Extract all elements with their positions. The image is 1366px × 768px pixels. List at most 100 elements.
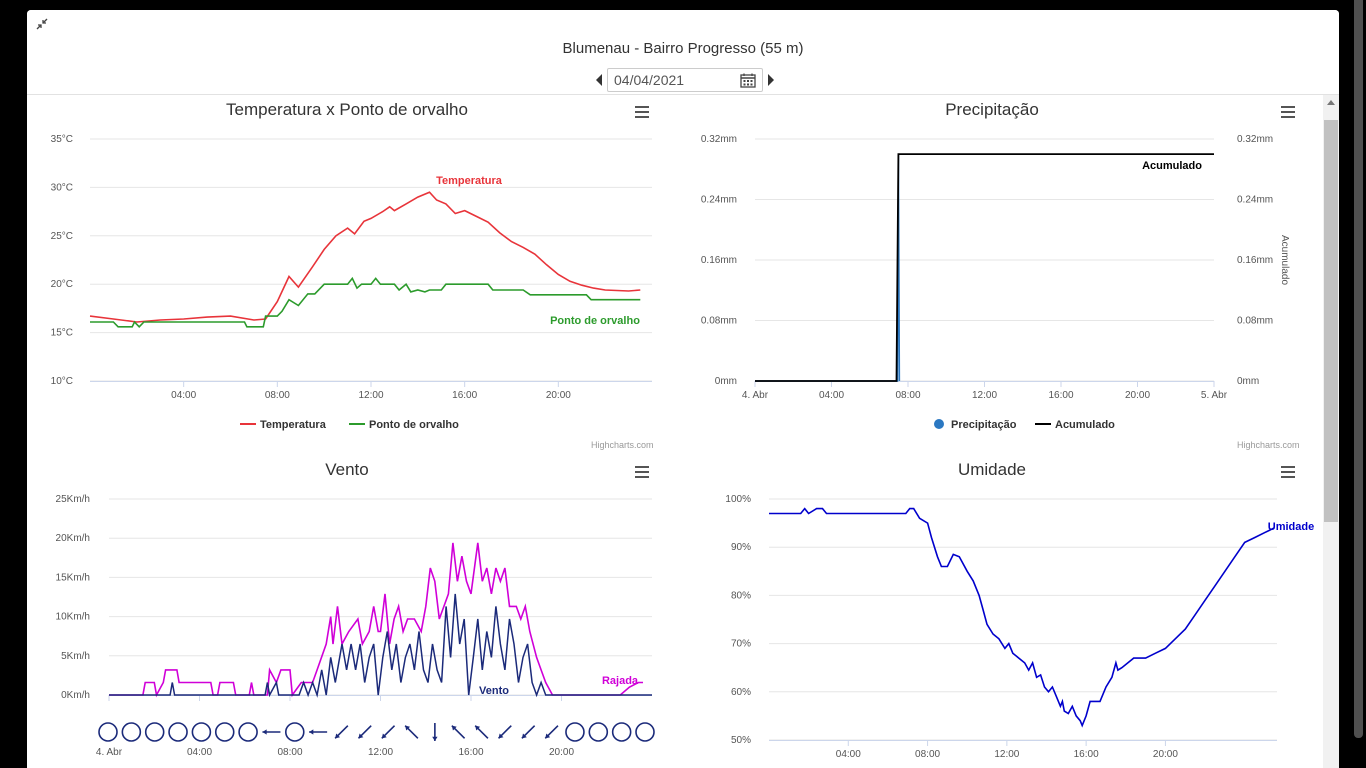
scroll-thumb[interactable]	[1324, 120, 1338, 522]
x-tick-label: 08:00	[915, 749, 940, 760]
charts-area: Temperatura x Ponto de orvalho 10°C 15°C 2…	[27, 95, 1339, 768]
triangle-right-icon[interactable]	[766, 73, 776, 87]
chart-title: Umidade	[957, 460, 1027, 479]
legend-item-accumulated: Acumulado	[1055, 419, 1115, 431]
x-tick-label: 16:00	[1048, 390, 1073, 401]
wind-direction-arrow-icon	[404, 725, 419, 739]
y2-tick-label: 0.24mm	[1237, 195, 1273, 206]
station-modal: Blumenau - Bairro Progresso (55 m) Tempe…	[27, 10, 1339, 768]
x-tick-label: 04:00	[819, 390, 844, 401]
y-tick-label: 20Km/h	[56, 533, 90, 544]
modal-header: Blumenau - Bairro Progresso (55 m)	[27, 10, 1339, 95]
wind-direction-arrow-icon	[521, 725, 536, 739]
wind-direction-arrow-icon	[262, 729, 281, 735]
y-tick-label: 35°C	[51, 134, 73, 145]
y2-tick-label: 0.16mm	[1237, 255, 1273, 266]
arrow-head	[451, 725, 457, 731]
legend-item-dewpoint: Ponto de orvalho	[369, 419, 459, 431]
y-tick-label: 0.24mm	[701, 195, 737, 206]
y-tick-label: 10°C	[51, 376, 73, 387]
series-line-temperature	[89, 191, 641, 323]
x-tick-label: 04:00	[171, 390, 196, 401]
wind-direction-arrow-icon	[334, 725, 349, 739]
temperature-chart: Temperatura x Ponto de orvalho 10°C 15°C 2…	[27, 95, 667, 455]
y-tick-label: 0.16mm	[701, 255, 737, 266]
arrow-head	[381, 733, 387, 739]
wind-direction-arrow-icon	[381, 725, 396, 739]
date-input[interactable]	[607, 68, 763, 92]
y-tick-label: 80%	[731, 590, 751, 601]
wind-direction-arrow-icon	[451, 725, 466, 739]
arrow-head	[521, 733, 527, 739]
series-label-wind: Vento	[479, 685, 509, 697]
wind-calm-marker	[565, 722, 585, 742]
precipitation-chart: Precipitação 0mm 0mm 0.08mm 0.08mm 0.16mm 0.1…	[672, 95, 1312, 455]
humidity-plot: 50% 60% 70% 80% 90% 100% 04:00 08:00 12:00 16:00 2…	[725, 494, 1314, 760]
wind-calm-marker	[121, 722, 142, 742]
y-tick-label: 90%	[731, 542, 751, 553]
y-tick-label: 0Km/h	[61, 690, 90, 701]
wind-direction-arrow-icon	[309, 729, 328, 735]
page-scroll-thumb[interactable]	[1354, 0, 1363, 738]
page-scrollbar[interactable]	[1351, 0, 1366, 768]
hamburger-menu-icon[interactable]	[634, 104, 652, 120]
hamburger-menu-icon[interactable]	[634, 464, 652, 480]
x-tick-label: 16:00	[452, 390, 477, 401]
scrollbar[interactable]	[1323, 95, 1339, 768]
arrow-head	[358, 733, 364, 739]
wind-calm-marker	[635, 722, 655, 742]
y2-tick-label: 0mm	[1237, 376, 1259, 387]
y-tick-label: 25°C	[51, 231, 73, 242]
x-tick-label: 12:00	[972, 390, 997, 401]
wind-calm-marker	[191, 722, 212, 742]
x-tick-label: 4. Abr	[96, 747, 123, 758]
hamburger-menu-icon[interactable]	[1280, 464, 1298, 480]
temperature-plot: 10°C 15°C 20°C 25°C 30°C 35°C 04:00 08:00 12:00 1…	[51, 134, 652, 431]
y-tick-label: 15°C	[51, 328, 73, 339]
legend-symbol-precipitation	[934, 419, 944, 429]
y-tick-label: 15Km/h	[56, 572, 90, 583]
x-tick-label: 4. Abr	[742, 390, 769, 401]
wind-calm-marker	[238, 722, 258, 742]
humidity-chart: Umidade 50% 60% 70% 80% 90% 100% 04:00 08:00 12:…	[672, 455, 1314, 768]
x-tick-label: 08:00	[895, 390, 920, 401]
arrow-head	[262, 729, 267, 735]
y-tick-label: 10Km/h	[56, 612, 90, 623]
chart-title: Vento	[325, 460, 369, 479]
wind-direction-arrow-icon	[474, 725, 489, 739]
credits[interactable]: Highcharts.com	[1237, 440, 1300, 450]
arrow-head	[335, 733, 340, 739]
x-tick-label: 20:00	[1125, 390, 1150, 401]
series-label-accumulated: Acumulado	[1142, 160, 1202, 172]
y2-tick-label: 0.32mm	[1237, 134, 1273, 145]
collapse-arrows-icon[interactable]	[35, 17, 49, 31]
wind-chart: Vento 0Km/h 5Km/h 10Km/h 15Km/h 20Km/h 25Km/h…	[27, 455, 667, 768]
credits[interactable]: Highcharts.com	[591, 440, 654, 450]
series-label-humidity: Umidade	[1268, 521, 1314, 533]
arrow-head	[405, 725, 411, 731]
y-tick-label: 50%	[731, 735, 751, 746]
series-line-gust	[109, 542, 643, 698]
scroll-up-arrow-icon[interactable]	[1327, 100, 1335, 105]
arrow-head	[475, 725, 481, 731]
y2-axis-title: Acumulado	[1279, 235, 1290, 285]
hamburger-menu-icon[interactable]	[1280, 104, 1298, 120]
triangle-left-icon[interactable]	[594, 73, 604, 87]
x-tick-label: 12:00	[358, 390, 383, 401]
series-label-gust: Rajada	[602, 675, 639, 687]
y2-tick-label: 0.08mm	[1237, 316, 1273, 327]
y-tick-label: 100%	[725, 494, 751, 505]
x-tick-label: 20:00	[1153, 749, 1178, 760]
wind-calm-marker	[214, 722, 235, 742]
arrow-head	[309, 729, 314, 735]
chart-title: Precipitação	[945, 100, 1039, 119]
wind-calm-marker	[168, 722, 188, 742]
y-tick-label: 30°C	[51, 182, 73, 193]
legend-item-temperature: Temperatura	[260, 419, 327, 431]
wind-calm-marker	[98, 722, 118, 742]
y-tick-label: 25Km/h	[56, 494, 90, 505]
wind-direction-arrow-icon	[497, 725, 512, 739]
arrow-head	[545, 733, 551, 739]
x-tick-label: 12:00	[994, 749, 1019, 760]
x-tick-label: 20:00	[549, 747, 574, 758]
